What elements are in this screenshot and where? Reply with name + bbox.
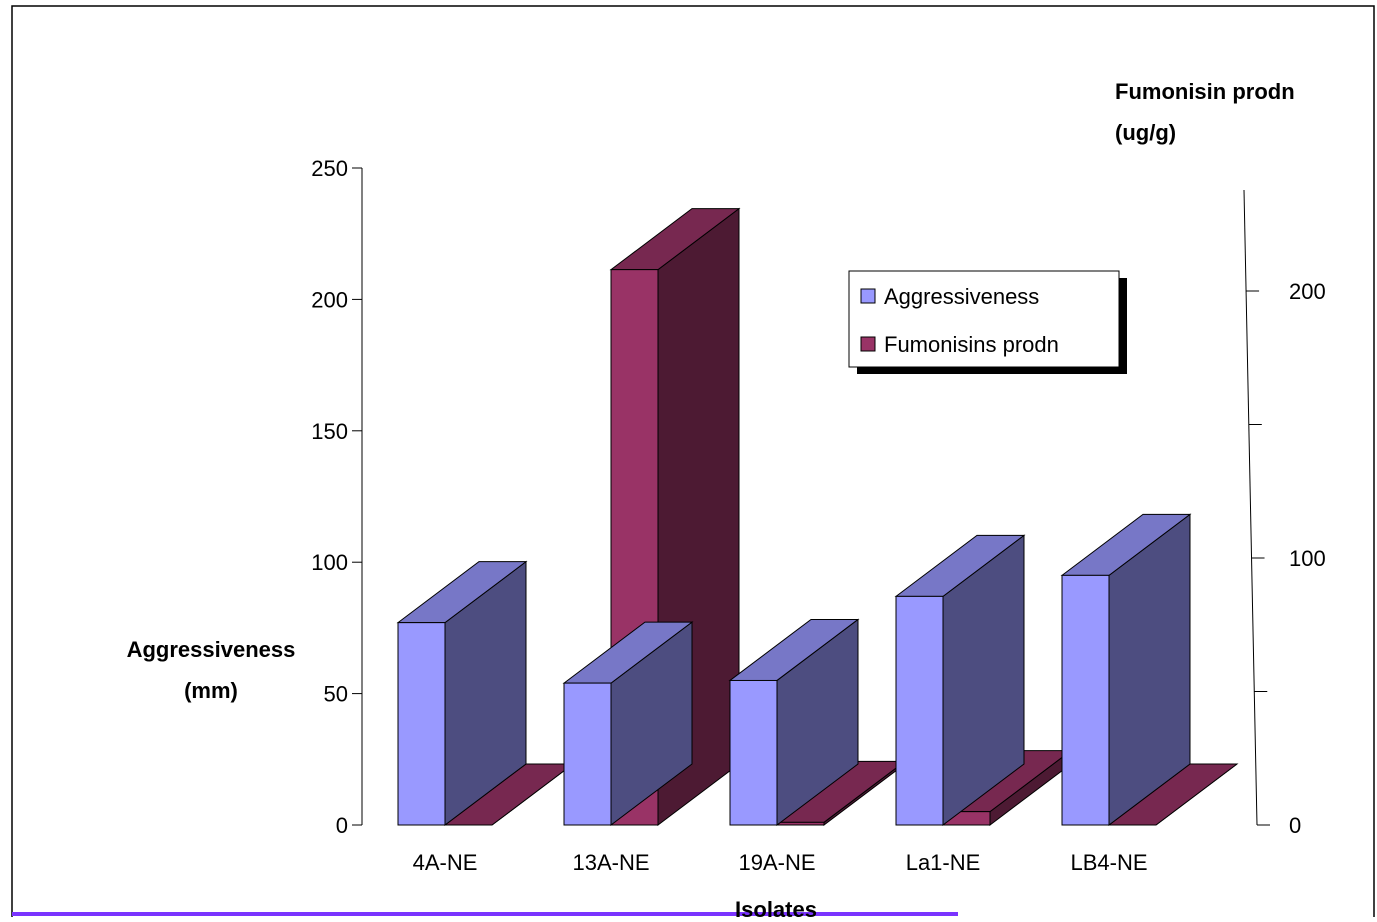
bar-aggressiveness-LB4-NE: [1060, 513, 1192, 827]
bar-aggressiveness-La1-NE: [894, 534, 1026, 827]
left-tick-label: 100: [311, 550, 348, 575]
x-axis-title: Isolates: [735, 897, 817, 917]
y2-axis-title-line1: Fumonisin prodn: [1115, 79, 1295, 104]
x-tick-label: LB4-NE: [1070, 850, 1147, 875]
y2-axis-title-line2: (ug/g): [1115, 120, 1176, 145]
right-tick-label: 200: [1289, 279, 1326, 304]
bar-aggressiveness-4A-NE: [396, 560, 528, 827]
legend-swatch-aggressiveness: [860, 288, 876, 304]
bottom-rule: [12, 912, 958, 916]
x-tick-labels: 4A-NE 13A-NE 19A-NE La1-NE LB4-NE: [413, 850, 1148, 875]
right-axis: 0 100 200: [1243, 189, 1326, 838]
legend-label-aggressiveness: Aggressiveness: [884, 284, 1039, 309]
bar-aggressiveness-13A-NE: [562, 621, 694, 827]
x-tick-label: La1-NE: [906, 850, 981, 875]
left-tick-label: 150: [311, 419, 348, 444]
right-axis-line: [1243, 189, 1258, 826]
right-tick-label: 0: [1289, 813, 1301, 838]
x-tick-label: 19A-NE: [738, 850, 815, 875]
y-axis-title-line1: Aggressiveness: [127, 637, 296, 662]
y-axis-title-line2: (mm): [184, 678, 238, 703]
left-tick-label: 200: [311, 287, 348, 312]
left-axis: 0 50 100 150 200 250: [311, 156, 363, 838]
x-tick-label: 4A-NE: [413, 850, 478, 875]
bar-aggressiveness-19A-NE: [728, 618, 860, 827]
left-tick-label: 250: [311, 156, 348, 181]
left-tick-label: 0: [336, 813, 348, 838]
legend-label-fumonisins: Fumonisins prodn: [884, 332, 1059, 357]
legend: Aggressiveness Fumonisins prodn: [848, 270, 1127, 374]
x-tick-label: 13A-NE: [572, 850, 649, 875]
plot-frame: [11, 5, 1375, 922]
right-tick-label: 100: [1289, 546, 1326, 571]
left-tick-label: 50: [324, 682, 348, 707]
legend-swatch-fumonisins: [860, 336, 876, 352]
bars: [396, 207, 1239, 827]
